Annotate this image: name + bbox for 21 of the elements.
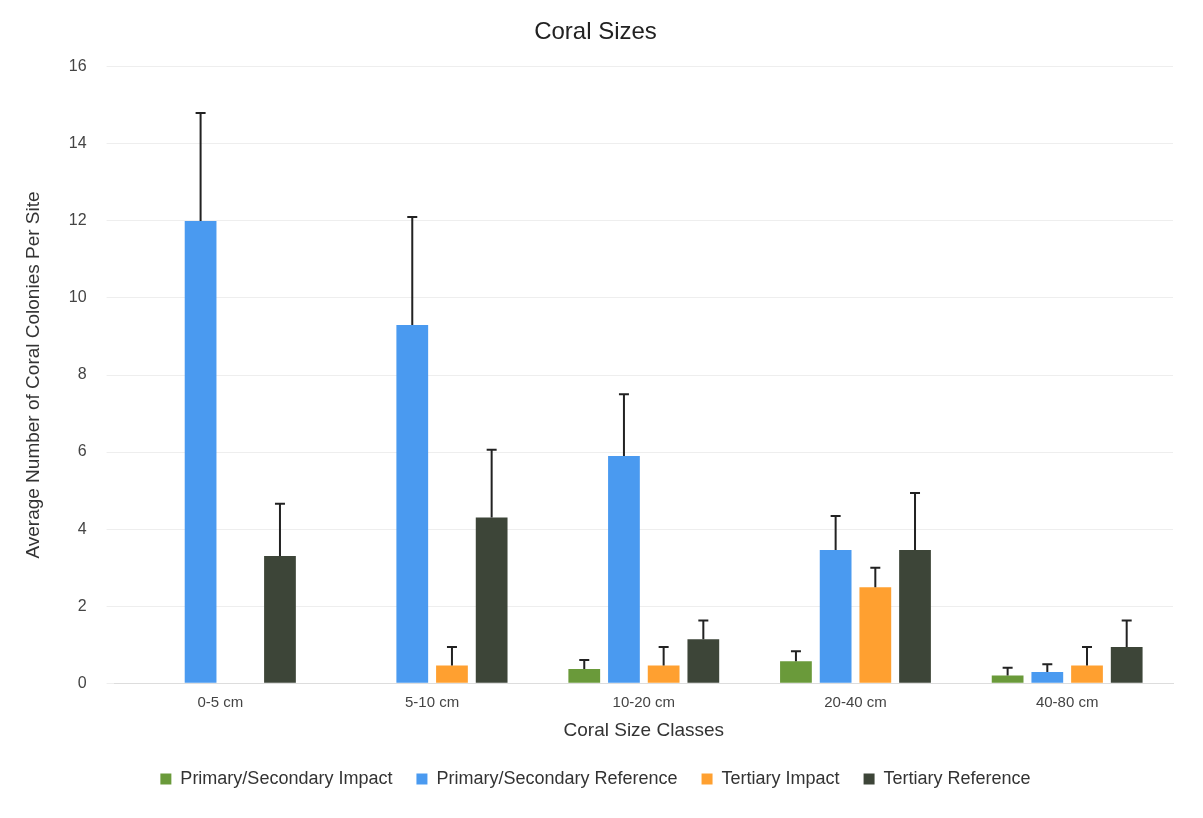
y-axis-title: Average Number of Coral Colonies Per Site (21, 191, 43, 559)
x-axis-title: Coral Size Classes (563, 718, 725, 740)
y-tick-label: 14 (68, 134, 87, 152)
y-tick-label: 10 (68, 288, 87, 306)
legend-label: Primary/Secondary Impact (180, 767, 393, 788)
x-tick-label: 0-5 cm (197, 693, 244, 711)
x-tick-label: 20-40 cm (824, 693, 887, 711)
x-tick-label: 40-80 cm (1035, 693, 1099, 711)
y-tick-label: 6 (77, 442, 87, 460)
y-tick-label: 0 (77, 673, 87, 691)
y-tick-label: 8 (77, 365, 87, 383)
y-tick-label: 2 (77, 596, 87, 614)
legend-label: Tertiary Impact (721, 767, 840, 788)
legend-label: Tertiary Reference (883, 767, 1031, 788)
x-tick-label: 5-10 cm (405, 693, 460, 711)
chart-title: Coral Sizes (534, 17, 657, 45)
x-tick-label: 10-20 cm (612, 693, 676, 711)
y-tick-label: 16 (68, 57, 87, 75)
y-tick-label: 4 (77, 519, 87, 537)
y-tick-label: 12 (68, 211, 87, 229)
legend-label: Primary/Secondary Reference (436, 767, 678, 788)
